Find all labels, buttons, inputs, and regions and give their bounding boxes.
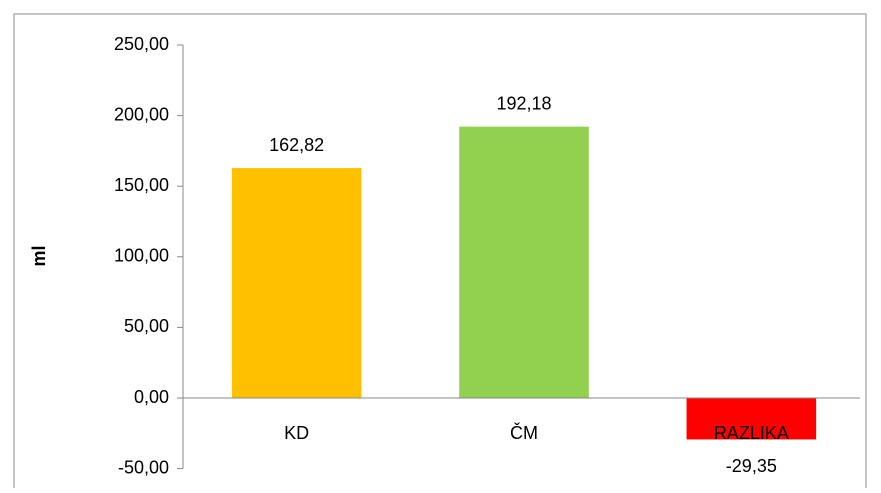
y-tick-label: 150,00 bbox=[114, 175, 169, 195]
y-tick-label: 250,00 bbox=[114, 34, 169, 54]
bar bbox=[231, 168, 362, 398]
data-label: -29,35 bbox=[726, 456, 777, 476]
y-tick-label: -50,00 bbox=[118, 457, 169, 477]
data-label: 162,82 bbox=[269, 135, 324, 155]
y-tick-label: 0,00 bbox=[134, 387, 169, 407]
data-label: 192,18 bbox=[496, 93, 551, 113]
x-tick-label: KD bbox=[284, 423, 309, 443]
bar bbox=[459, 126, 589, 398]
bar bbox=[686, 398, 817, 440]
y-axis-label: ml bbox=[29, 245, 49, 266]
x-tick-label: ČM bbox=[510, 422, 538, 443]
y-tick-label: 50,00 bbox=[124, 316, 169, 336]
y-tick-label: 100,00 bbox=[114, 246, 169, 266]
x-tick-label: RAZLIKA bbox=[714, 423, 789, 443]
y-tick-label: 200,00 bbox=[114, 104, 169, 124]
